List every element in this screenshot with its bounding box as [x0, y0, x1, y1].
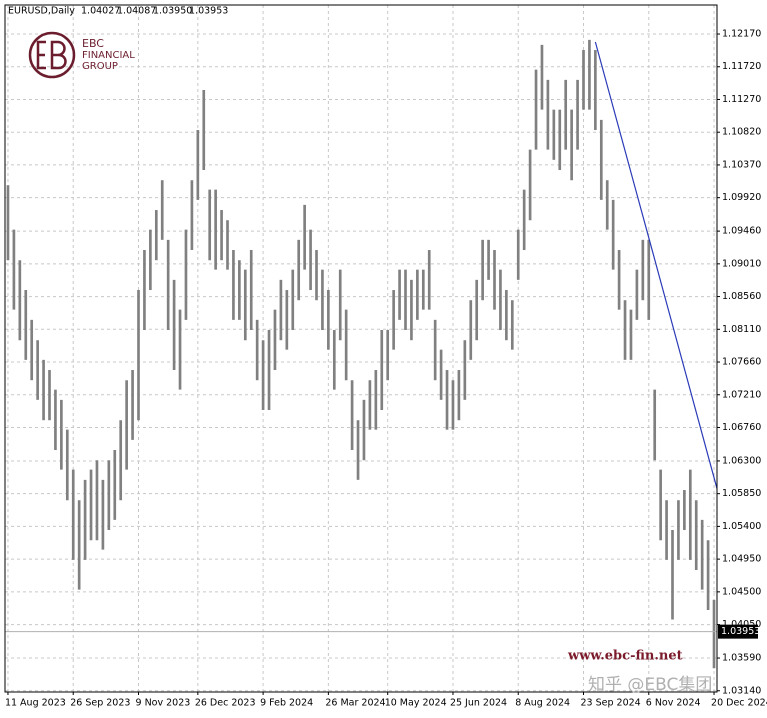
x-tick-label: 26 Dec 2023 [195, 698, 256, 709]
y-tick-label: 1.10370 [722, 159, 761, 170]
y-tick-label: 1.09010 [722, 258, 761, 269]
x-tick-label: 20 Dec 2024 [711, 698, 767, 709]
symbol: EURUSD,Daily [8, 6, 75, 17]
x-tick-label: 9 Feb 2024 [260, 698, 313, 709]
y-tick-label: 1.04500 [722, 586, 761, 597]
logo-text: GROUP [82, 61, 118, 72]
y-tick-label: 1.05400 [722, 521, 761, 532]
plot-frame [4, 4, 718, 693]
x-tick-label: 25 Jun 2024 [450, 698, 507, 709]
trendline [594, 41, 717, 491]
y-tick-label: 1.03590 [722, 653, 761, 664]
x-tick-label: 6 Nov 2024 [646, 698, 701, 709]
watermark: www.ebc-fin.net [567, 649, 683, 664]
header: EURUSD,Daily 1.04027 1.04087 1.03950 1.0… [8, 6, 228, 17]
credit: 知乎 @EBC集团 [588, 675, 712, 695]
x-tick-label: 10 May 2024 [385, 698, 447, 709]
y-tick-label: 1.05850 [722, 488, 761, 499]
low: 1.03950 [153, 6, 192, 17]
y-tick-label: 1.07210 [722, 389, 761, 400]
x-tick-label: 11 Aug 2023 [5, 698, 66, 709]
y-tick-label: 1.10820 [722, 127, 761, 138]
price-label: 1.03953 [721, 626, 760, 637]
price-label-box [718, 624, 758, 639]
y-tick-label: 1.06760 [722, 422, 761, 433]
y-tick-label: 1.08560 [722, 291, 761, 302]
logo: EBC FINANCIAL GROUP [28, 31, 135, 79]
x-tick-label: 9 Nov 2023 [136, 698, 191, 709]
close: 1.03953 [189, 6, 228, 17]
logo-mark [36, 40, 67, 70]
y-tick-label: 1.06300 [722, 455, 761, 466]
x-tick-label: 26 Mar 2024 [325, 698, 385, 709]
y-tick-label: 1.12170 [722, 29, 761, 40]
y-tick-label: 1.03140 [722, 685, 761, 696]
y-tick-label: 1.04050 [722, 619, 761, 630]
x-tick-label: 8 Aug 2024 [515, 698, 570, 709]
y-tick-label: 1.09920 [722, 192, 761, 203]
y-tick-label: 1.08110 [722, 324, 761, 335]
y-tick-label: 1.09460 [722, 226, 761, 237]
x-tick-label: 26 Sep 2023 [70, 698, 130, 709]
y-tick-label: 1.04950 [722, 554, 761, 565]
y-tick-label: 1.07660 [722, 357, 761, 368]
logo-ring [28, 31, 76, 79]
y-tick-label: 1.11270 [722, 94, 761, 105]
logo-text: FINANCIAL [82, 50, 135, 61]
bars [5, 39, 717, 669]
x-tick-label: 23 Sep 2024 [581, 698, 641, 709]
logo-text: EBC [82, 37, 104, 50]
y-tick-label: 1.11720 [722, 61, 761, 72]
high: 1.04087 [117, 6, 156, 17]
open: 1.04027 [81, 6, 120, 17]
